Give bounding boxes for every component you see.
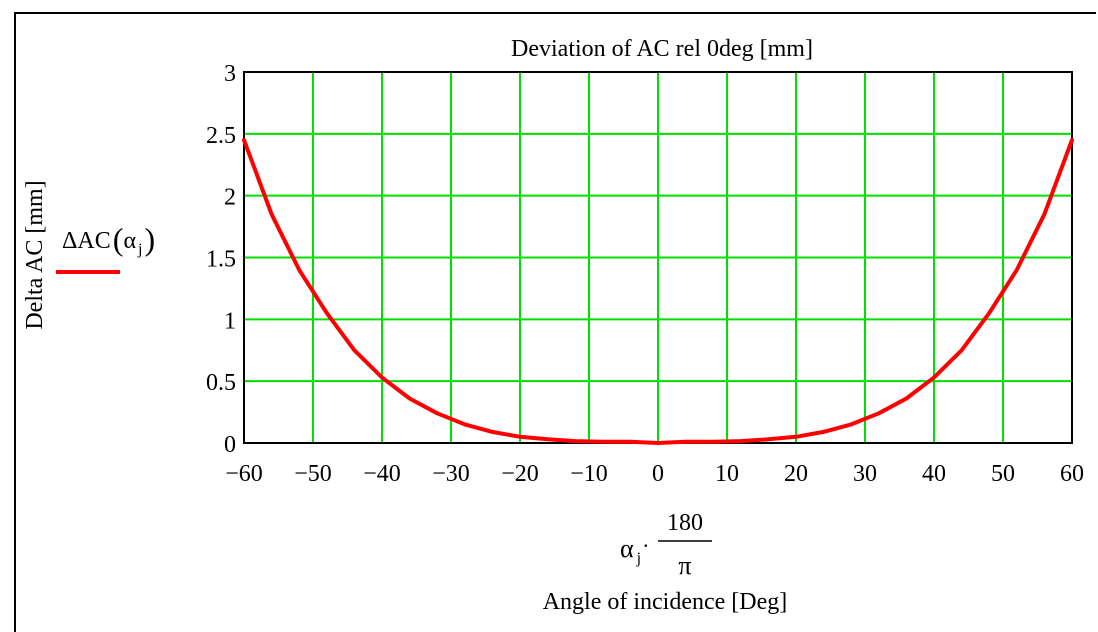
chart-frame: [14, 12, 1096, 632]
x-tick-label: 40: [922, 461, 946, 487]
y-tick-label: 3: [224, 61, 236, 87]
series-line: [242, 138, 1074, 445]
x-tick-label: −10: [570, 461, 608, 487]
legend: ΔAC(α j): [56, 221, 155, 274]
x-tick-label: 30: [853, 461, 877, 487]
x-tick-label: 20: [784, 461, 808, 487]
y-tick-label: 1: [224, 308, 236, 334]
x-tick-labels: −60 −50 −40 −30 −20 −10 0 10 20 30 40 50 60: [225, 461, 1084, 487]
legend-series-name: ΔAC: [62, 228, 111, 254]
y-tick-label: 0: [224, 432, 236, 458]
y-axis-label: Delta AC [mm]: [22, 180, 48, 329]
x-expr-denominator: π: [678, 551, 691, 580]
series-group: [242, 138, 1074, 445]
x-tick-label: 10: [715, 461, 739, 487]
x-expr-numerator: 180: [667, 510, 703, 536]
x-tick-label: −60: [225, 461, 263, 487]
legend-close-paren: ): [144, 221, 155, 257]
chart-title: Deviation of AC rel 0deg [mm]: [511, 36, 813, 62]
x-tick-label: −20: [501, 461, 539, 487]
y-tick-label: 2.5: [206, 123, 236, 149]
y-tick-label: 2: [224, 185, 236, 211]
y-tick-label: 0.5: [206, 370, 236, 396]
x-expr-dot: ·: [642, 533, 649, 558]
legend-arg: α: [123, 228, 136, 254]
y-tick-labels: 0 0.5 1 1.5 2 2.5 3: [206, 61, 236, 458]
x-expr-var: α: [620, 534, 634, 563]
y-tick-label: 1.5: [206, 247, 236, 273]
x-expr-variable: α j·: [620, 533, 649, 567]
legend-arg-subscript: j: [137, 241, 142, 258]
x-axis-expression: α j· 180 π: [620, 510, 712, 580]
grid-lines: [243, 71, 1073, 444]
x-tick-label: 0: [652, 461, 664, 487]
x-tick-label: 50: [991, 461, 1015, 487]
legend-label: ΔAC(α j): [62, 221, 155, 258]
x-tick-label: −30: [432, 461, 470, 487]
x-tick-label: 60: [1060, 461, 1084, 487]
x-tick-label: −50: [294, 461, 332, 487]
x-tick-label: −40: [363, 461, 401, 487]
x-expr-subscript: j: [636, 550, 641, 567]
legend-open-paren: (: [113, 221, 124, 257]
x-axis-label: Angle of incidence [Deg]: [543, 589, 788, 615]
